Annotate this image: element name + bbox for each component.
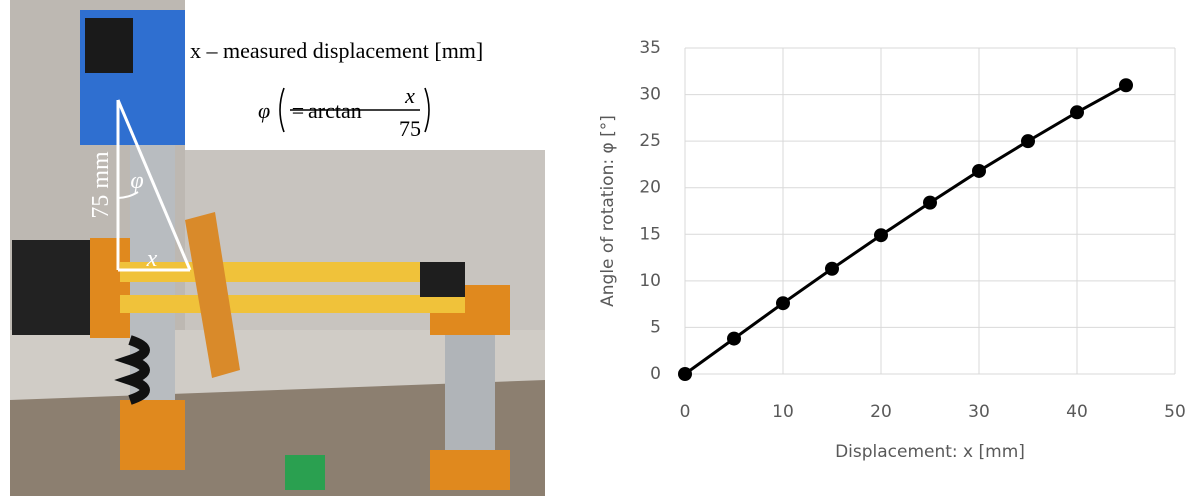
displacement-label: x xyxy=(146,246,158,272)
marker xyxy=(1119,78,1133,92)
marker xyxy=(1070,105,1084,119)
formula-numerator: x xyxy=(404,83,415,108)
x-tick-label: 30 xyxy=(968,402,990,422)
marker xyxy=(678,367,692,381)
definition: x – measured displacement [mm] xyxy=(190,38,483,63)
formula-function: arctan xyxy=(308,98,362,123)
marker xyxy=(923,196,937,210)
marker xyxy=(1021,134,1035,148)
photo xyxy=(0,0,545,496)
y-tick-label: 35 xyxy=(639,38,661,58)
marker xyxy=(776,296,790,310)
y-tick-label: 25 xyxy=(639,131,661,151)
y-tick-label: 5 xyxy=(650,317,661,337)
y-tick-label: 30 xyxy=(639,85,661,105)
y-axis-label: Angle of rotation: φ [°] xyxy=(598,115,618,307)
y-tick-label: 0 xyxy=(650,364,661,384)
x-tick-label: 40 xyxy=(1066,402,1088,422)
marker xyxy=(972,164,986,178)
chart: 0 5 10 15 20 25 30 35 0 10 20 30 40 50 Displacement: x… xyxy=(598,38,1186,462)
x-tick-label: 0 xyxy=(680,402,691,422)
figure: x – measured displacement [mm] φ = arcta… xyxy=(0,0,1195,496)
marker xyxy=(727,332,741,346)
marker xyxy=(874,228,888,242)
formula-lhs: φ xyxy=(258,98,270,123)
y-tick-label: 10 xyxy=(639,271,661,291)
marker xyxy=(825,262,839,276)
x-axis-label: Displacement: x [mm] xyxy=(835,442,1025,462)
x-tick-label: 50 xyxy=(1164,402,1186,422)
formula-denominator: 75 xyxy=(399,116,421,141)
y-tick-label: 20 xyxy=(639,178,661,198)
x-tick-label: 10 xyxy=(772,402,794,422)
formula-equals: = xyxy=(292,98,304,123)
arm-length: 75 mm xyxy=(88,151,114,219)
line xyxy=(685,85,1126,374)
angle-label: φ xyxy=(130,168,143,194)
x-tick-label: 20 xyxy=(870,402,892,422)
y-tick-label: 15 xyxy=(639,224,661,244)
